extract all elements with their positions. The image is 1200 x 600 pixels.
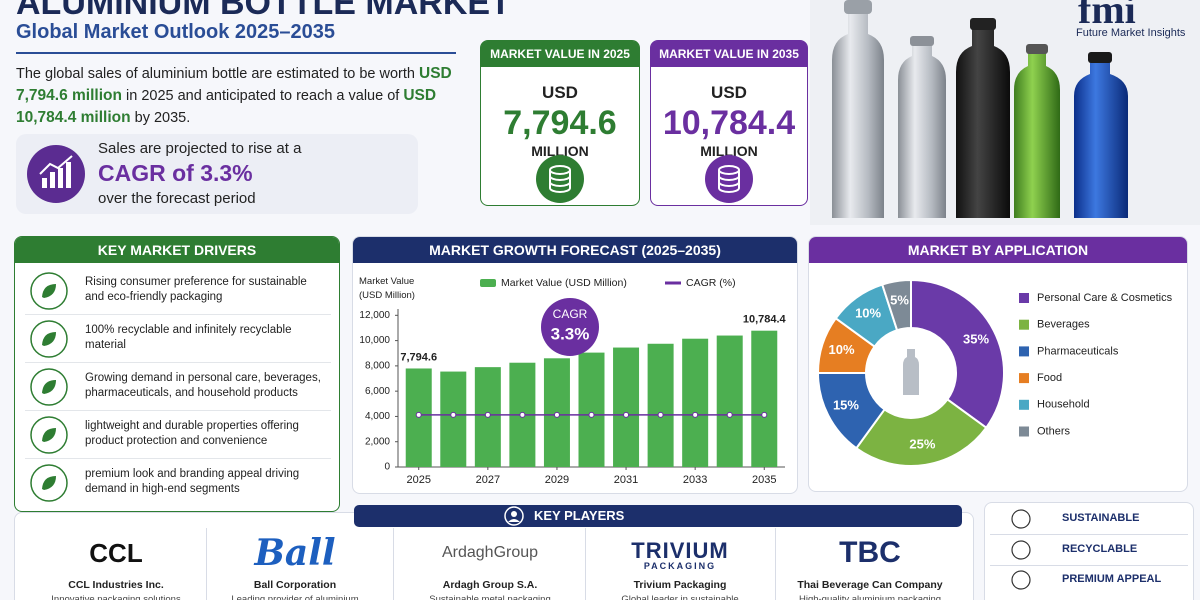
- brand-name: Future Market Insights: [1076, 27, 1186, 39]
- features-panel: [984, 502, 1194, 600]
- driver-divider: [25, 314, 331, 315]
- driver-divider: [25, 410, 331, 411]
- card-currency: USD: [542, 83, 578, 102]
- player-name: Ardagh Group S.A.: [442, 579, 538, 591]
- player-divider: [585, 528, 586, 600]
- feature-divider: [990, 564, 1188, 566]
- cagr-line: Sales are projected to rise at a: [98, 140, 302, 157]
- driver-text: lightweight and durable properties offer…: [85, 420, 299, 447]
- player-logo: CCL: [89, 538, 143, 568]
- value-card: MARKET VALUE IN 2035 USD 10,784.4 MILLION: [650, 40, 808, 206]
- player-desc: Sustainable metal packaging: [429, 594, 551, 600]
- drivers-title: KEY MARKET DRIVERS: [15, 237, 339, 263]
- intro-highlight: USD 10,784.4 million: [16, 87, 437, 126]
- player-logo: Ball: [254, 532, 336, 574]
- driver-icon: [30, 272, 68, 310]
- players-title: KEY PLAYERS: [534, 508, 625, 523]
- card-unit: MILLION: [700, 143, 758, 159]
- player-divider: [775, 528, 776, 600]
- value-card: MARKET VALUE IN 2025 USD 7,794.6 MILLION: [480, 40, 640, 206]
- driver-icon: [30, 416, 68, 454]
- driver-icon: [30, 368, 68, 406]
- cagr-line: over the forecast period: [98, 190, 256, 207]
- player: TBC Thai Beverage Can Company High-quality…: [775, 527, 965, 600]
- player-name: Thai Beverage Can Company: [797, 579, 943, 591]
- application-panel: MARKET BY APPLICATION: [808, 236, 1188, 492]
- feature-label: SUSTAINABLE: [1062, 512, 1140, 524]
- feature-icon: [1011, 509, 1031, 529]
- driver-divider: [25, 362, 331, 363]
- player-divider: [205, 528, 207, 600]
- player-logo: TRIVIUM: [631, 538, 729, 563]
- player-desc: Global leader in sustainable: [621, 594, 739, 600]
- card-value: 10,784.4: [662, 104, 796, 142]
- player-desc: High-quality aluminium packaging: [798, 594, 942, 600]
- player-logo: TBC: [839, 536, 901, 569]
- card-value: 7,794.6: [503, 104, 617, 142]
- driver-icon: [30, 320, 68, 358]
- card-icon: [705, 155, 753, 203]
- driver-text: Rising consumer preference for sustainab…: [85, 276, 307, 303]
- intro-text: by 2035.: [134, 110, 191, 126]
- player-name: Trivium Packaging: [633, 579, 727, 591]
- driver-text: Growing demand in personal care, beverag…: [85, 372, 321, 399]
- card-label: MARKET VALUE IN 2035: [651, 41, 807, 67]
- feature-icon: [1011, 570, 1031, 590]
- drivers-panel: KEY MARKET DRIVERS Rising consumer prefe…: [14, 236, 340, 512]
- player: CCL CCL Industries Inc. Innovative packagi…: [21, 527, 211, 600]
- rule: [16, 52, 456, 54]
- players-header: KEY PLAYERS: [354, 505, 962, 527]
- player-desc: Innovative packaging solutions: [51, 594, 181, 600]
- intro-highlight: USD 7,794.6 million: [16, 65, 452, 104]
- driver-icon: [30, 464, 68, 502]
- card-unit: MILLION: [531, 143, 589, 159]
- intro-text: The global sales of aluminium bottle are…: [16, 66, 415, 82]
- intro-text: in 2025 and anticipated to reach a value…: [126, 88, 400, 104]
- cagr-icon: [27, 145, 85, 203]
- player: TRIVIUM PACKAGING Trivium Packaging Global …: [585, 527, 775, 600]
- player-logo: ArdaghGroup: [441, 544, 539, 561]
- feature-label: PREMIUM APPEAL: [1062, 573, 1162, 585]
- driver-text: 100% recyclable and infinitely recyclabl…: [85, 324, 292, 351]
- intro: The global sales of aluminium bottle are…: [16, 63, 461, 129]
- driver-text: premium look and branding appeal driving…: [85, 468, 300, 495]
- player: Ball Ball Corporation Leading provider of …: [200, 527, 390, 600]
- players-icon: [504, 506, 524, 526]
- chart-title: MARKET BY APPLICATION: [809, 237, 1187, 263]
- card-currency: USD: [711, 83, 747, 102]
- cagr-highlight: CAGR of 3.3%: [98, 160, 253, 186]
- player-name: CCL Industries Inc.: [68, 579, 164, 591]
- chart-title: MARKET GROWTH FORECAST (2025–2035): [353, 237, 797, 263]
- card-label: MARKET VALUE IN 2025: [481, 41, 639, 67]
- card-icon: [536, 155, 584, 203]
- feature-icon: [1011, 539, 1031, 560]
- bottles-illustration: [810, 0, 1200, 225]
- player-desc: Leading provider of aluminium: [231, 594, 359, 600]
- player-logo-sub: PACKAGING: [643, 561, 717, 571]
- player-name: Ball Corporation: [253, 579, 337, 591]
- brand-logo: fmi: [1078, 0, 1136, 32]
- subtitle: Global Market Outlook 2025–2035: [16, 21, 336, 43]
- y-axis-label: Market Value (USD Million): [359, 276, 415, 301]
- feature-divider: [990, 534, 1188, 535]
- cagr-box: Sales are projected to rise at a CAGR of…: [16, 134, 418, 214]
- title: ALUMINIUM BOTTLE MARKET: [16, 0, 511, 22]
- driver-divider: [25, 458, 331, 459]
- feature-label: RECYCLABLE: [1062, 542, 1138, 555]
- forecast-panel: MARKET GROWTH FORECAST (2025–2035) Marke…: [352, 236, 798, 494]
- player-divider: [392, 528, 394, 600]
- player: ArdaghGroup Ardagh Group S.A. Sustainable …: [395, 527, 585, 600]
